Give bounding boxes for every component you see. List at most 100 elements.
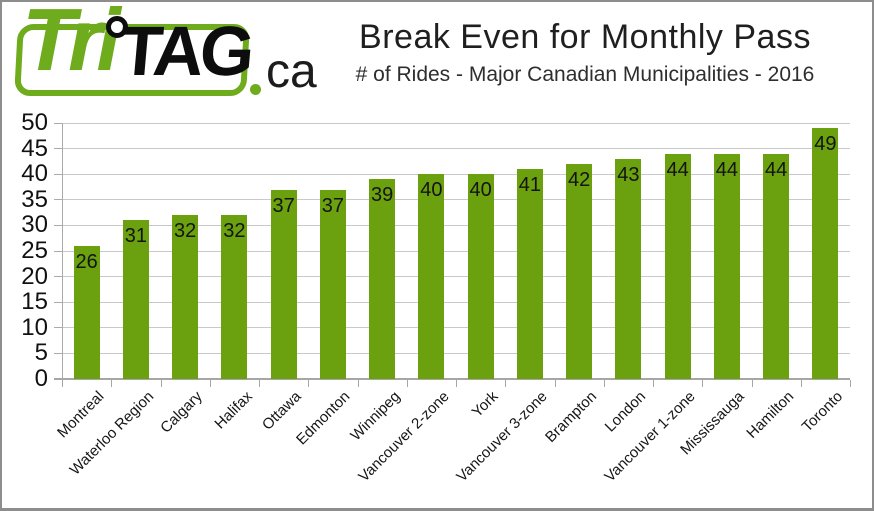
- x-axis-tick: [603, 380, 605, 387]
- bar-halifax: [221, 215, 248, 379]
- gridline-50: [62, 122, 850, 124]
- bar-toronto: [812, 128, 839, 379]
- y-axis-tick-50: [54, 122, 62, 124]
- gridline-45: [62, 148, 850, 150]
- bar-value-montreal: 26: [75, 250, 98, 273]
- gridline-10: [62, 327, 850, 329]
- x-category-label-text: London: [601, 388, 650, 436]
- y-tick-label-50: 50: [21, 109, 48, 136]
- x-axis-tick: [751, 380, 753, 387]
- bar-waterloo-region: [122, 220, 149, 379]
- y-axis-tick-45: [54, 148, 62, 150]
- bar-london: [615, 158, 642, 379]
- x-category-label-text: Hamilton: [743, 388, 798, 442]
- tritag-logo: Tri TAG ca: [14, 0, 332, 106]
- x-axis-tick: [850, 380, 851, 387]
- x-axis-tick: [209, 380, 211, 387]
- bar-montreal: [73, 245, 100, 379]
- bar-value-york: 40: [469, 179, 492, 202]
- x-axis-tick: [357, 380, 359, 387]
- logo-i-dot-ring-icon: [106, 16, 128, 38]
- x-category-label-text: Brampton: [542, 388, 601, 447]
- x-axis-tick: [111, 380, 113, 387]
- bar-value-vancouver-3-zone: 41: [518, 174, 541, 197]
- bar-value-toronto: 49: [814, 133, 837, 156]
- y-tick-label-40: 40: [21, 160, 48, 188]
- gridline-30: [62, 224, 850, 226]
- gridline-20: [62, 276, 850, 278]
- chart-title: Break Even for Monthly Pass: [359, 18, 811, 56]
- gridline-5: [62, 352, 850, 354]
- x-category-label-text: Halifax: [210, 388, 256, 433]
- y-axis-tick-20: [54, 276, 62, 278]
- bar-brampton: [566, 163, 593, 379]
- x-axis-tick: [259, 380, 260, 387]
- bar-value-winnipeg: 39: [371, 184, 394, 207]
- y-axis-line: [62, 123, 63, 379]
- logo-period-dot-icon: [250, 84, 261, 95]
- x-axis-tick: [62, 380, 63, 387]
- y-tick-label-10: 10: [21, 313, 48, 341]
- x-category-label-text: Calgary: [157, 388, 207, 437]
- gridline-15: [62, 301, 850, 303]
- bar-value-calgary: 32: [174, 220, 197, 243]
- chart-header: Break Even for Monthly Pass # of Rides -…: [332, 18, 838, 87]
- logo-ca-text: ca: [266, 45, 317, 98]
- x-category-label-text: York: [468, 388, 502, 421]
- y-tick-label-5: 5: [34, 339, 48, 367]
- bar-mississauga: [713, 153, 740, 379]
- bar-value-mississauga: 44: [715, 158, 738, 181]
- y-tick-label-15: 15: [21, 288, 48, 316]
- bar-vancouver-1-zone: [664, 153, 691, 379]
- bar-value-waterloo-region: 31: [124, 225, 147, 248]
- y-tick-label-20: 20: [21, 262, 48, 290]
- y-tick-label-25: 25: [21, 237, 48, 264]
- y-axis-tick-40: [54, 173, 62, 175]
- x-axis-tick: [406, 380, 408, 387]
- bar-york: [467, 174, 494, 379]
- bar-vancouver-2-zone: [418, 174, 445, 379]
- y-axis-tick-15: [54, 301, 62, 303]
- y-axis-tick-30: [54, 224, 62, 226]
- y-tick-label-35: 35: [21, 185, 48, 213]
- bar-value-edmonton: 37: [321, 194, 344, 217]
- gridline-35: [62, 199, 850, 201]
- x-category-label-text: Ottawa: [259, 388, 305, 434]
- y-tick-label-45: 45: [21, 134, 48, 162]
- y-axis-tick-35: [54, 199, 62, 201]
- x-axis-tick: [702, 380, 704, 387]
- x-category-label-text: Toronto: [798, 388, 847, 436]
- y-axis-tick-25: [54, 250, 62, 252]
- bar-value-ottawa: 37: [272, 194, 295, 217]
- x-axis-line: [54, 378, 850, 380]
- x-axis-tick: [456, 380, 457, 387]
- bar-value-hamilton: 44: [765, 158, 788, 181]
- chart-subtitle: # of Rides - Major Canadian Municipaliti…: [355, 63, 815, 87]
- gridline-25: [62, 250, 850, 252]
- x-axis-tick: [554, 380, 556, 387]
- x-axis-tick: [800, 380, 802, 387]
- x-axis-tick: [308, 380, 310, 387]
- x-axis-tick: [160, 380, 162, 387]
- y-tick-label-30: 30: [21, 211, 48, 239]
- y-axis-tick-5: [54, 352, 62, 354]
- bar-calgary: [172, 215, 199, 379]
- logo-tri-text: Tri: [22, 0, 121, 89]
- bar-value-vancouver-2-zone: 40: [420, 179, 443, 202]
- x-axis-tick: [505, 380, 507, 387]
- y-tick-label-0: 0: [34, 365, 48, 392]
- x-category-label-text: Vancouver 3-zone: [453, 388, 551, 486]
- bar-value-halifax: 32: [223, 220, 246, 243]
- x-category-label-text: Vancouver 2-zone: [355, 388, 453, 486]
- x-category-label-text: Vancouver 1-zone: [601, 388, 699, 486]
- bar-value-vancouver-1-zone: 44: [666, 158, 689, 181]
- bar-winnipeg: [369, 179, 396, 379]
- x-axis-tick: [653, 380, 654, 387]
- gridline-40: [62, 173, 850, 175]
- bar-edmonton: [319, 189, 346, 379]
- y-axis-tick-10: [54, 327, 62, 329]
- bar-vancouver-3-zone: [516, 169, 543, 379]
- bar-value-london: 43: [617, 163, 640, 186]
